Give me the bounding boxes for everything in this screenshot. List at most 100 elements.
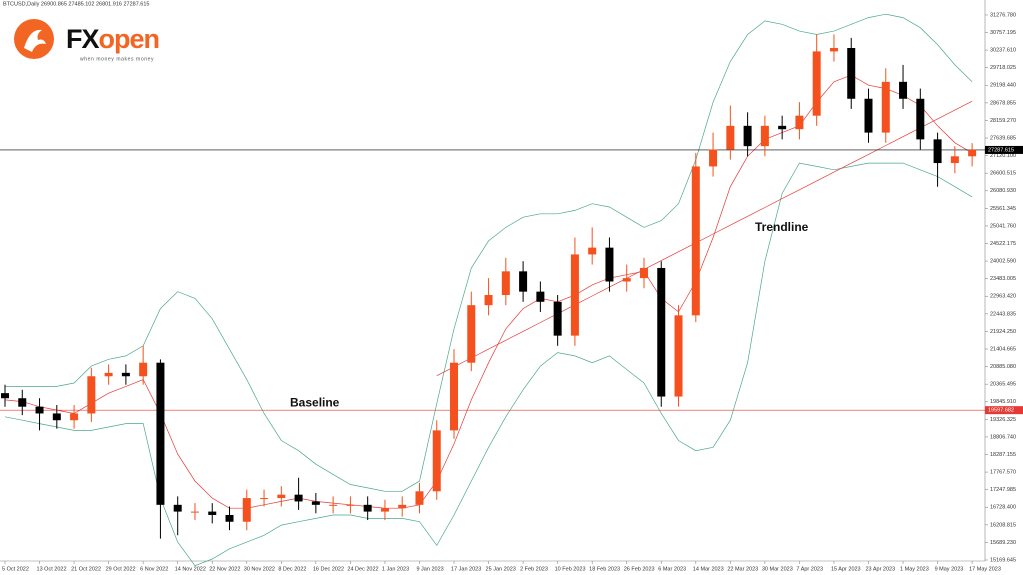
candle-body [760,125,769,147]
logo: FXopen when money makes money [14,19,160,62]
y-tick-label: 29198.440 [990,83,1016,89]
x-tick-label: 13 Oct 2022 [37,566,67,572]
baseline-label: Baseline [290,395,340,409]
candle-body [899,81,908,99]
candle-body [829,48,838,52]
x-tick-label: 29 Oct 2022 [106,566,136,572]
y-tick-label: 22443.835 [990,311,1016,317]
x-tick-label: 30 Mar 2023 [762,566,793,572]
candle-body [622,278,631,282]
candle-body [380,508,389,512]
candle-body [553,301,562,336]
candle-body [501,271,510,296]
candle-body [519,271,528,292]
header: BTCUSD,Daily 26900.865 27485.102 26801.9… [3,1,149,7]
x-tick-label: 17 Jan 2023 [451,566,481,572]
y-tick-label: 16208.815 [990,522,1016,528]
candle-body [570,254,579,336]
x-tick-label: 14 Nov 2022 [175,566,206,572]
x-tick-label: 30 Nov 2022 [244,566,275,572]
y-tick-label: 21924.250 [990,329,1016,335]
x-tick-label: 5 Oct 2022 [2,566,29,572]
y-tick-label: 18806.740 [990,434,1016,440]
candle-body [121,372,130,377]
candle-body [70,413,79,421]
x-tick-label: 1 Jan 2023 [382,566,409,572]
x-tick-label: 24 Dec 2022 [347,566,378,572]
y-tick-label: 27639.685 [990,135,1016,141]
y-tick-label: 19326.325 [990,417,1016,423]
x-tick-label: 17 May 2023 [969,566,1001,572]
y-tick-label: 26080.930 [990,188,1016,194]
x-tick-label: 25 Jan 2023 [486,566,516,572]
candle-body [709,149,718,167]
candle-body [294,494,303,502]
candle-body [208,511,217,515]
candle-body [726,125,735,150]
indicator-line [4,162,973,567]
candle-body [864,98,873,133]
candle-body [657,267,666,397]
y-tick-label: 28159.270 [990,118,1016,124]
candle-body [950,156,959,164]
x-tick-label: 23 Apr 2023 [866,566,896,572]
candle-body [398,504,407,509]
candle-body [190,511,199,513]
candle-body [432,430,441,492]
x-tick-label: 9 May 2023 [935,566,964,572]
y-tick-label: 15689.230 [990,540,1016,546]
baseline-price-tag [985,406,1023,415]
candle-body [674,315,683,397]
y-tick-label: 30757.195 [990,30,1016,36]
candle-body [173,504,182,512]
y-tick-label: 28678.855 [990,100,1016,106]
x-tick-label: 14 Mar 2023 [693,566,724,572]
candle-body [605,247,614,282]
candle-body [18,398,27,407]
candle-body [363,504,372,512]
y-tick-label: 20365.495 [990,382,1016,388]
y-tick-label: 29718.025 [990,65,1016,71]
y-tick-label: 30237.610 [990,48,1016,54]
x-tick-label: 22 Nov 2022 [209,566,240,572]
x-tick-label: 6 Mar 2023 [658,566,686,572]
y-tick-label: 24522.175 [990,241,1016,247]
x-tick-label: 18 Feb 2023 [589,566,620,572]
current-price: 27287.615 [988,147,1014,153]
candle-body [139,362,148,377]
x-tick-label: 21 Oct 2022 [71,566,101,572]
candle-body [795,115,804,130]
y-tick-label: 15169.645 [990,557,1016,563]
candle-body [881,81,890,133]
x-tick-label: 10 Feb 2023 [555,566,586,572]
candle-body [588,247,597,255]
candle-body [260,498,269,500]
y-tick-label: 27120.100 [990,153,1016,159]
logo-dragon [24,29,46,52]
candle-body [933,139,942,164]
candle-body [639,267,648,279]
x-tick-label: 22 Mar 2023 [727,566,758,572]
logo-tagline: when money makes money [80,56,154,62]
baseline-price: 19597.682 [988,408,1014,414]
candle-body [847,48,856,99]
trendline-label: Trendline [755,220,809,234]
y-tick-label: 25561.345 [990,206,1016,212]
y-tick-label: 17767.570 [990,470,1016,476]
candle-body [329,504,338,506]
y-tick-label: 26600.515 [990,171,1016,177]
candle-body [242,498,251,522]
x-tick-label: 26 Feb 2023 [624,566,655,572]
logo-text: FXopen [66,24,159,54]
candle-body [450,362,459,431]
y-tick-label: 25041.760 [990,223,1016,229]
x-tick-label: 7 Apr 2023 [796,566,823,572]
y-tick-label: 24002.590 [990,259,1016,265]
current-price-tag [985,145,1023,154]
candle-body [87,376,96,414]
x-tick-label: 1 May 2023 [900,566,929,572]
candle-body [691,166,700,316]
y-tick-label: 31276.780 [990,12,1016,18]
